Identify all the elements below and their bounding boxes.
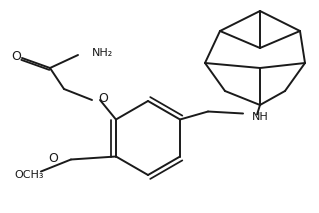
Text: OCH₃: OCH₃ xyxy=(14,170,44,180)
Text: O: O xyxy=(98,92,108,105)
Text: NH: NH xyxy=(252,112,269,122)
Text: NH₂: NH₂ xyxy=(92,48,113,58)
Text: O: O xyxy=(48,152,58,165)
Text: O: O xyxy=(11,50,21,63)
